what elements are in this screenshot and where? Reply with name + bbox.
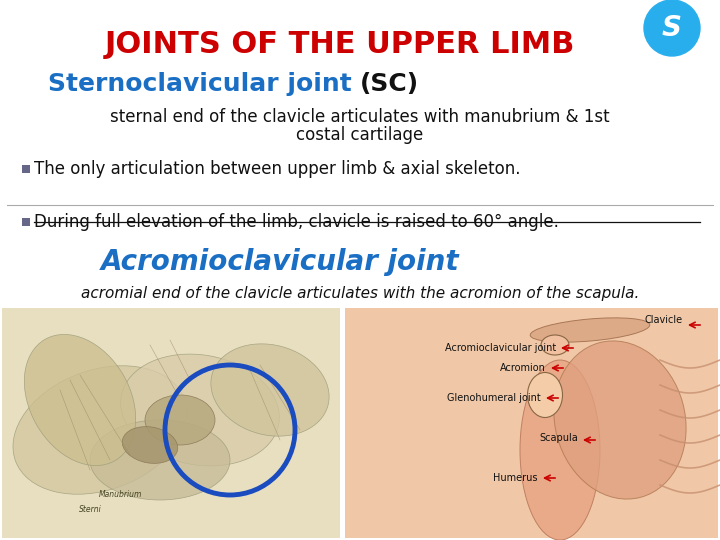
Ellipse shape: [13, 366, 187, 494]
Text: S: S: [662, 14, 682, 42]
Ellipse shape: [145, 395, 215, 445]
Ellipse shape: [530, 318, 649, 342]
Text: The only articulation between upper limb & axial skeleton.: The only articulation between upper limb…: [34, 160, 521, 178]
Ellipse shape: [528, 373, 562, 417]
Ellipse shape: [90, 420, 230, 500]
FancyBboxPatch shape: [2, 308, 340, 538]
Text: Humerus: Humerus: [493, 473, 538, 483]
Text: acromial end of the clavicle articulates with the acromion of the scapula.: acromial end of the clavicle articulates…: [81, 286, 639, 301]
FancyBboxPatch shape: [22, 165, 30, 173]
Ellipse shape: [554, 341, 686, 499]
Ellipse shape: [24, 334, 135, 465]
Text: sternal end of the clavicle articulates with manubrium & 1st: sternal end of the clavicle articulates …: [110, 108, 610, 126]
Text: Glenohumeral joint: Glenohumeral joint: [447, 393, 541, 403]
Text: (SC): (SC): [360, 72, 419, 96]
Ellipse shape: [122, 427, 178, 463]
FancyBboxPatch shape: [345, 308, 718, 538]
Text: JOINTS OF THE UPPER LIMB: JOINTS OF THE UPPER LIMB: [105, 30, 575, 59]
Text: Acromioclavicular joint: Acromioclavicular joint: [445, 343, 556, 353]
Ellipse shape: [121, 354, 279, 466]
Ellipse shape: [211, 344, 329, 436]
Text: Sterni: Sterni: [78, 505, 102, 514]
Ellipse shape: [541, 335, 569, 355]
Text: During full elevation of the limb, clavicle is raised to 60° angle.: During full elevation of the limb, clavi…: [34, 213, 559, 231]
Text: Manubrium: Manubrium: [99, 490, 142, 499]
FancyBboxPatch shape: [22, 218, 30, 226]
Text: Acromion: Acromion: [500, 363, 546, 373]
Text: Sternoclavicular joint: Sternoclavicular joint: [48, 72, 360, 96]
Ellipse shape: [520, 360, 600, 540]
Text: Scapula: Scapula: [539, 433, 578, 443]
Text: costal cartilage: costal cartilage: [297, 126, 423, 144]
Circle shape: [644, 0, 700, 56]
Text: Clavicle: Clavicle: [645, 315, 683, 325]
Text: Acromioclavicular joint: Acromioclavicular joint: [101, 248, 459, 276]
